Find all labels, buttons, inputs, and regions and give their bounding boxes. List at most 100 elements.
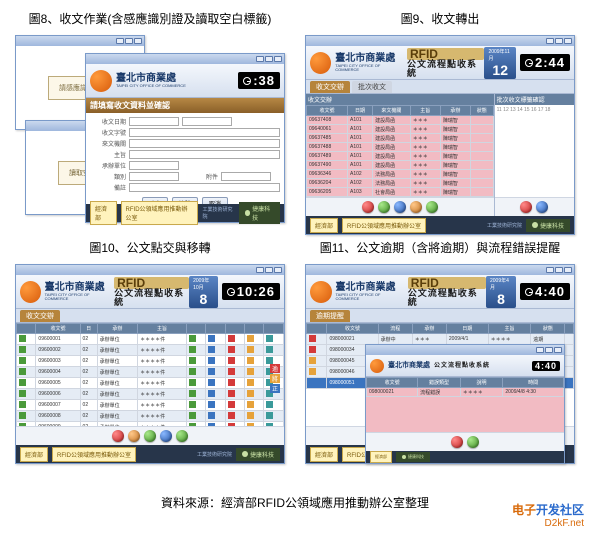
lbl-no: 收文字號 <box>90 128 126 137</box>
btn-green[interactable] <box>144 430 156 442</box>
max-icon[interactable] <box>265 267 273 273</box>
btn-red[interactable] <box>520 201 532 213</box>
rfid-label: RFID <box>408 277 486 289</box>
date-box: 2009年11月12 <box>484 47 516 79</box>
clock: :38 <box>238 72 280 89</box>
btn-green[interactable] <box>378 201 390 213</box>
inp-from[interactable] <box>129 139 280 148</box>
lbl-note: 備註 <box>90 183 126 192</box>
logo-icon <box>90 70 112 92</box>
clock-time: :38 <box>253 73 275 88</box>
brand-icon <box>242 451 248 457</box>
brand-icon <box>402 455 406 459</box>
btn-orange[interactable] <box>128 430 140 442</box>
rfid-label: RFID <box>114 277 189 289</box>
org-name: 臺北市商業處 <box>335 54 403 64</box>
tab-dispatch[interactable]: 收文交辦 <box>20 310 60 322</box>
close-icon[interactable] <box>564 38 572 44</box>
caption-8: 圖8、收文作業(含感應識別證及讀取空白標籤) <box>15 10 285 27</box>
min-icon[interactable] <box>116 38 124 44</box>
min-icon[interactable] <box>256 267 264 273</box>
btn-green2[interactable] <box>426 201 438 213</box>
btn-blue[interactable] <box>394 201 406 213</box>
source-text: 資料來源：經濟部RFID公領域應用推動辦公室整理 <box>15 494 575 511</box>
btn-blue[interactable] <box>160 430 172 442</box>
tab-overdue[interactable]: 逾期提醒 <box>310 310 350 322</box>
caption-11: 圖11、公文逾期（含將逾期）與流程錯誤提醒 <box>305 239 575 256</box>
tab-batch[interactable]: 批次收文 <box>352 81 392 93</box>
org-en: TAIPEI CITY OFFICE OF COMMERCE <box>336 293 404 301</box>
btn-green[interactable] <box>467 436 479 448</box>
panel-11: 臺北市商業處TAIPEI CITY OFFICE OF COMMERCE RFI… <box>305 264 575 484</box>
min-icon[interactable] <box>536 347 544 353</box>
footer-office: RFID公領域應用推動辦公室 <box>342 218 426 233</box>
max-icon[interactable] <box>265 56 273 62</box>
org-name: 臺北市商業處 <box>388 362 430 369</box>
tab-dispatch[interactable]: 收文交辦 <box>310 81 350 93</box>
side-legend: 逾 將 正 <box>270 364 280 393</box>
max-icon[interactable] <box>555 38 563 44</box>
btn-orange[interactable] <box>410 201 422 213</box>
logo-icon <box>310 281 332 303</box>
inp-subj[interactable] <box>129 150 280 159</box>
footer-right: 工業技術研究院 <box>487 222 522 229</box>
inp-note[interactable] <box>129 183 280 192</box>
btn-red[interactable] <box>362 201 374 213</box>
max-icon[interactable] <box>125 38 133 44</box>
sel-unit[interactable] <box>129 161 179 170</box>
org-en: TAIPEI CITY OFFICE OF COMMERCE <box>116 84 186 88</box>
min-icon[interactable] <box>256 56 264 62</box>
sel-no[interactable] <box>182 117 232 126</box>
ctrl-buttons <box>306 197 494 216</box>
footer-office: RFID公領域應用推動辦公室 <box>52 447 136 462</box>
org-en: TAIPEI CITY OFFICE OF COMMERCE <box>45 293 110 301</box>
caption-9: 圖9、收文轉出 <box>305 10 575 27</box>
close-icon[interactable] <box>564 267 572 273</box>
panel-9: 臺北市商業處TAIPEI CITY OFFICE OF COMMERCE RFI… <box>305 35 575 235</box>
clock-icon <box>525 59 533 67</box>
inp-no[interactable] <box>129 128 280 137</box>
brand: 捷康科技 <box>408 454 424 460</box>
min-icon[interactable] <box>546 38 554 44</box>
panel-10: 臺北市商業處TAIPEI CITY OFFICE OF COMMERCE RFI… <box>15 264 285 484</box>
rfid-sub: 公文流程點收系統 <box>434 363 490 369</box>
caption-10: 圖10、公文點交與移轉 <box>15 239 285 256</box>
org-name: 臺北市商業處 <box>116 74 186 84</box>
rfid-sub: 公文流程點收系統 <box>407 60 484 78</box>
rfid-label: RFID <box>407 48 484 60</box>
footer: 經濟部 RFID公領域應用推動辦公室 工業技術研究院 捷康科技 <box>86 204 284 222</box>
org-en: TAIPEI CITY OFFICE OF COMMERCE <box>335 64 403 72</box>
btn-cancel[interactable]: 取消 <box>202 197 228 204</box>
dispatch-table: 收文號日期來文機關主旨承辦狀態09637408A101建設局函＊＊＊陳瑞智096… <box>306 105 494 197</box>
btn-red[interactable] <box>451 436 463 448</box>
logo-icon <box>310 52 331 74</box>
clock: 2:44 <box>520 54 570 71</box>
win-8c: 臺北市商業處TAIPEI CITY OFFICE OF COMMERCE :38… <box>85 53 285 223</box>
logo-icon <box>370 359 384 373</box>
brand: 捷康科技 <box>252 204 274 222</box>
close-icon[interactable] <box>274 267 282 273</box>
btn-red[interactable] <box>112 430 124 442</box>
footer-right: 工業技術研究院 <box>197 451 232 458</box>
max-icon[interactable] <box>545 347 553 353</box>
sel-att[interactable] <box>221 172 271 181</box>
max-icon[interactable] <box>555 267 563 273</box>
lbl-from: 來文機關 <box>90 139 126 148</box>
btn-green2[interactable] <box>176 430 188 442</box>
footer-org: 經濟部 <box>370 451 392 463</box>
clock-icon <box>243 77 251 85</box>
panel-8: 請感應識別證 讀取空白標籤 臺北市商業處TAIPEI CITY OFFICE O… <box>15 35 285 235</box>
sel-date[interactable] <box>129 117 179 126</box>
footer-org: 經濟部 <box>310 447 338 462</box>
close-icon[interactable] <box>134 38 142 44</box>
btn-blue[interactable] <box>536 201 548 213</box>
close-icon[interactable] <box>274 56 282 62</box>
org-name: 臺北市商業處 <box>45 283 110 293</box>
org-name: 臺北市商業處 <box>336 283 404 293</box>
close-icon[interactable] <box>554 347 562 353</box>
sel-cat[interactable] <box>129 172 179 181</box>
footer-office: RFID公領域應用推動辦公室 <box>121 201 199 225</box>
footer-org: 經濟部 <box>90 201 117 225</box>
min-icon[interactable] <box>546 267 554 273</box>
lbl-subj: 主旨 <box>90 150 126 159</box>
